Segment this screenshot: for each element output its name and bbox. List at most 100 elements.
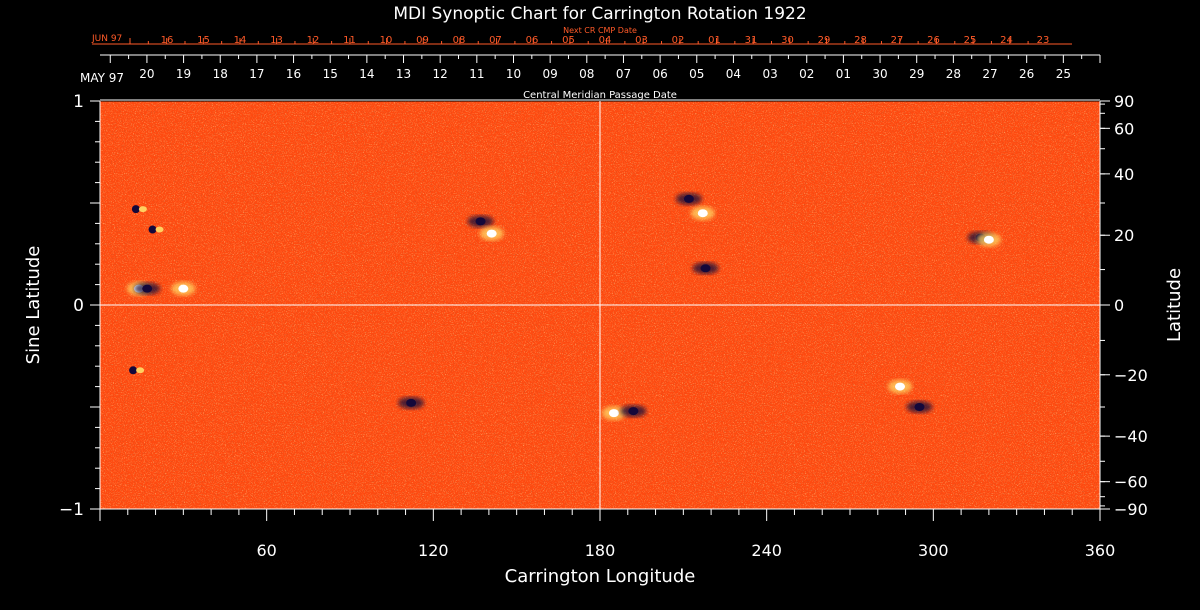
- cmp-date-label: 12: [433, 67, 448, 81]
- next-date-label: 27: [891, 35, 904, 46]
- next-date-label: 30: [781, 35, 794, 46]
- region-core-negative: [914, 403, 925, 411]
- center-lines: [100, 101, 1100, 509]
- region-core-negative: [406, 398, 417, 407]
- cmp-date-label: 17: [249, 67, 264, 81]
- magnetic-region-12: [129, 366, 145, 375]
- region-core-positive: [697, 209, 708, 218]
- magnetic-region-16: [888, 379, 912, 394]
- right-tick-label: −60: [1114, 473, 1148, 492]
- region-core-negative: [131, 205, 140, 214]
- cmp-date-label: 09: [543, 67, 558, 81]
- next-date-label: 12: [307, 35, 320, 46]
- next-date-label: 02: [672, 35, 685, 46]
- right-tick-label: 60: [1114, 119, 1134, 138]
- magnetic-region-17: [906, 401, 933, 413]
- magnetic-region-7: [675, 192, 702, 205]
- right-axis: 90 60 40 20 0 −20 −40 −60 −90: [1099, 92, 1148, 519]
- next-date-label: 09: [416, 35, 429, 46]
- bottom-tick-label: 300: [918, 541, 949, 560]
- next-date-label: 07: [489, 35, 502, 46]
- right-tick-label: 90: [1114, 92, 1134, 111]
- cmp-date-label: 26: [1019, 67, 1034, 81]
- next-axis-label: Next CR CMP Date: [563, 26, 637, 35]
- next-date-axis: 16 15 14 13 12 11 10 09 08 07 06 05 04 03 02 01 31 30 29 28…: [92, 35, 1072, 46]
- next-date-label: 01: [708, 35, 721, 46]
- region-core-positive: [178, 284, 189, 293]
- region-core-negative: [142, 284, 153, 293]
- bottom-tick-label: 180: [585, 541, 616, 560]
- magnetic-region-3: [134, 282, 161, 295]
- cmp-date-label: 01: [836, 67, 851, 81]
- magnetic-region-13: [398, 396, 425, 409]
- next-date-label: 25: [964, 35, 977, 46]
- cmp-date-label: 02: [799, 67, 814, 81]
- next-date-label: 05: [562, 35, 575, 46]
- y-axis-title-right: Latitude: [1164, 268, 1185, 342]
- next-date-label: 06: [526, 35, 539, 46]
- region-core-negative: [475, 217, 486, 226]
- next-date-label: 14: [234, 35, 247, 46]
- region-core-positive: [136, 367, 145, 374]
- cmp-date-label: 08: [579, 67, 594, 81]
- cmp-date-label: 28: [946, 67, 961, 81]
- region-core-negative: [148, 225, 157, 234]
- next-date-label: 10: [380, 35, 393, 46]
- next-date-label: 16: [161, 35, 174, 46]
- cmp-axis-label: Central Meridian Passage Date: [523, 90, 677, 101]
- magnetic-region-5: [467, 215, 494, 228]
- magnetic-region-6: [479, 226, 504, 241]
- region-core-positive: [608, 409, 619, 418]
- magnetic-region-1: [148, 225, 164, 234]
- chart-title: MDI Synoptic Chart for Carrington Rotati…: [393, 4, 806, 24]
- left-tick-label: 1: [73, 92, 84, 112]
- magnetic-region-4: [171, 281, 196, 296]
- region-core-negative: [628, 407, 639, 416]
- magnetic-region-14: [601, 406, 626, 421]
- cmp-date-label: 27: [982, 67, 997, 81]
- cmp-date-label: 07: [616, 67, 631, 81]
- bottom-tick-label: 360: [1085, 541, 1116, 560]
- cmp-date-label: 20: [139, 67, 154, 81]
- cmp-date-axis: 20 19 18 17 16 15 14 13 12 11 10 09 08 07 06 05 04 03 02 01…: [100, 54, 1101, 81]
- region-core-positive: [486, 229, 497, 238]
- cmp-date-label: 14: [359, 67, 374, 81]
- region-core-positive: [138, 206, 147, 213]
- bottom-tick-label: 60: [256, 541, 276, 560]
- cmp-date-label: 13: [396, 67, 411, 81]
- magnetic-region-11: [976, 232, 1001, 247]
- cmp-date-label: 05: [689, 67, 704, 81]
- next-date-label: 11: [343, 35, 356, 46]
- region-core-negative: [129, 366, 138, 375]
- next-axis-month-label: JUN 97: [91, 34, 122, 44]
- next-date-label: 24: [1000, 35, 1013, 46]
- cmp-date-label: 11: [469, 67, 484, 81]
- next-date-label: 26: [927, 35, 940, 46]
- next-date-label: 03: [635, 35, 648, 46]
- next-date-label: 29: [818, 35, 831, 46]
- region-core-positive: [983, 235, 994, 244]
- left-tick-label: 0: [73, 296, 84, 316]
- next-date-label: 08: [453, 35, 466, 46]
- right-tick-label: −90: [1114, 500, 1148, 519]
- x-axis-title: Carrington Longitude: [505, 566, 696, 587]
- cmp-date-label: 06: [652, 67, 667, 81]
- cmp-date-label: 18: [213, 67, 228, 81]
- cmp-date-label: 10: [506, 67, 521, 81]
- right-tick-label: 40: [1114, 165, 1134, 184]
- next-date-label: 31: [745, 35, 758, 46]
- next-date-label: 15: [197, 35, 210, 46]
- bottom-axis: 60 120 180 240 300 360: [99, 508, 1116, 560]
- y-axis-title-left: Sine Latitude: [23, 246, 44, 365]
- magnetic-region-9: [692, 262, 719, 275]
- magnetic-region-0: [131, 205, 147, 214]
- cmp-axis-month-label: MAY 97: [80, 71, 124, 85]
- cmp-date-label: 25: [1056, 67, 1071, 81]
- next-date-label: 23: [1037, 35, 1050, 46]
- magnetic-region-15: [620, 405, 647, 418]
- next-date-label: 13: [270, 35, 283, 46]
- bottom-tick-label: 240: [751, 541, 782, 560]
- cmp-date-label: 16: [286, 67, 301, 81]
- bottom-tick-label: 120: [418, 541, 449, 560]
